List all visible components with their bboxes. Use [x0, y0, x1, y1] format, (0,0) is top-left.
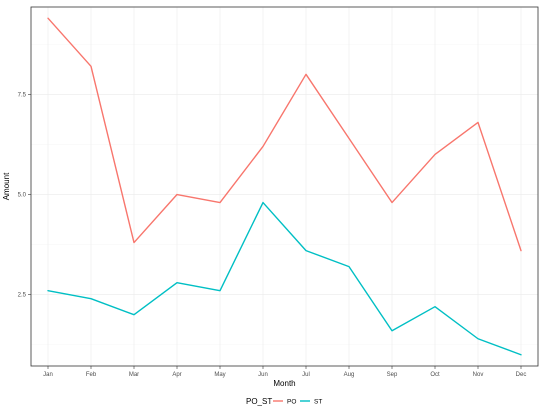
legend-label-po: PO	[287, 399, 296, 406]
panel-border	[30, 6, 539, 367]
legend: PO_ST PO ST	[246, 397, 322, 406]
x-tick-label: Nov	[473, 372, 484, 378]
grid-layer	[31, 7, 538, 366]
x-tick-label: Dec	[516, 372, 527, 378]
x-tick-label: May	[214, 372, 225, 378]
x-tick-label: Apr	[172, 372, 181, 378]
x-tick-label: Sep	[387, 372, 398, 378]
legend-title: PO_ST	[246, 397, 272, 406]
x-tick-label: Jun	[258, 372, 268, 378]
y-tick-label: 2.5	[18, 293, 27, 299]
x-axis-title: Month	[273, 379, 295, 388]
legend-label-st: ST	[314, 399, 322, 406]
y-tick-label: 7.5	[18, 92, 27, 98]
x-tick-label: Mar	[129, 372, 139, 378]
series-line-st	[47, 201, 522, 356]
y-tick-label: 5.0	[18, 193, 27, 199]
x-tick-label: Oct	[430, 372, 440, 378]
axis-layer: Jan Feb Mar Apr May Jun Jul Aug Sep Oct Nov Dec 2.5 5…	[18, 92, 527, 378]
y-axis-title: Amount	[2, 172, 11, 200]
series-line-po	[47, 17, 522, 252]
x-tick-label: Feb	[86, 372, 97, 378]
x-tick-label: Jan	[43, 372, 53, 378]
x-tick-label: Aug	[344, 372, 355, 378]
x-tick-label: Jul	[302, 372, 310, 378]
series-layer	[47, 17, 522, 356]
